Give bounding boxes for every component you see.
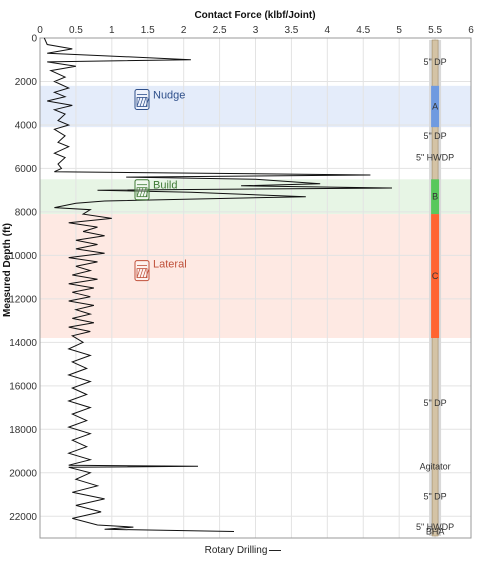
string-component-label: 5" HWDP: [416, 153, 454, 163]
x-tick-label: 3.5: [284, 25, 298, 36]
series-layer: [43, 37, 393, 532]
x-tick-label: 4.5: [356, 25, 370, 36]
string-component-label: BHA: [426, 526, 445, 536]
y-axis-title: Measured Depth (ft): [2, 223, 13, 317]
string-segment-a: [431, 85, 440, 128]
string-component-label: 5" DP: [423, 398, 446, 408]
x-tick-label: 2.5: [213, 25, 227, 36]
string-segment-label: B: [432, 192, 438, 202]
legend-entry-rotary-drilling: Rotary Drilling: [204, 545, 268, 556]
band-label-lateral: Lateral: [153, 259, 187, 271]
string-component-label: 5" DP: [423, 492, 446, 502]
string-component-label: 5" DP: [423, 131, 446, 141]
string-component-label: Agitator: [420, 461, 451, 471]
y-tick-label: 20000: [9, 468, 37, 479]
band-label-build: Build: [153, 180, 177, 192]
string-segment-c: [431, 214, 440, 338]
plot-frame: [39, 37, 472, 539]
y-tick-label: 6000: [15, 164, 38, 175]
x-tick-label: 5: [396, 25, 402, 36]
string-component-label: 5" HWDP: [416, 522, 454, 532]
string-component-label: 5" DP: [423, 57, 446, 67]
y-tick-label: 16000: [9, 381, 37, 392]
y-tick-label: 0: [31, 34, 37, 45]
y-tick-label: 4000: [15, 120, 38, 131]
legend-line-swatch: [269, 549, 282, 551]
x-tick-label: 4: [325, 25, 331, 36]
string-segment-label: A: [432, 101, 438, 111]
band-labels-layer: Nudge Build Lateral: [134, 88, 187, 282]
x-tick-label: 0.5: [69, 25, 83, 36]
y-tick-label: 2000: [15, 77, 38, 88]
x-tick-label: 2: [181, 25, 187, 36]
band-icon-build-icon: [134, 179, 150, 201]
x-tick-label: 5.5: [428, 25, 442, 36]
string-segment-label: C: [432, 271, 439, 281]
drill-string-track: A B C 5" DP 5" DP 5" HWDP 5" DP Agitator 5" DP 5"…: [416, 39, 454, 536]
x-tick-label: 1: [109, 25, 115, 36]
y-tick-label: 22000: [9, 512, 37, 523]
x-tick-label: 1.5: [141, 25, 155, 36]
band-label-nudge: Nudge: [153, 89, 185, 101]
string-segment-b: [431, 179, 440, 215]
x-tick-label: 3: [253, 25, 259, 36]
y-tick-label: 8000: [15, 207, 38, 218]
x-tick-label: 6: [468, 25, 474, 36]
legend: Rotary Drilling: [0, 545, 486, 556]
series-rotary-drilling: [43, 37, 393, 532]
y-tick-label: 12000: [9, 294, 37, 305]
band-icon-nudge-icon: [134, 88, 150, 110]
band-icon-lateral-icon: [134, 260, 150, 282]
y-tick-label: 10000: [9, 251, 37, 262]
x-axis-ticks: 0 0.5 1 1.5 2 2.5 3 3.5 4 4.5 5 5.5 6: [37, 25, 474, 36]
y-tick-label: 14000: [9, 338, 37, 349]
x-tick-label: 0: [37, 25, 43, 36]
y-axis-ticks: 0 2000 4000 6000 8000 10000 12000 14000 16000 180…: [9, 34, 37, 523]
y-tick-label: 18000: [9, 425, 37, 436]
x-axis-title: Contact Force (klbf/Joint): [194, 10, 315, 21]
